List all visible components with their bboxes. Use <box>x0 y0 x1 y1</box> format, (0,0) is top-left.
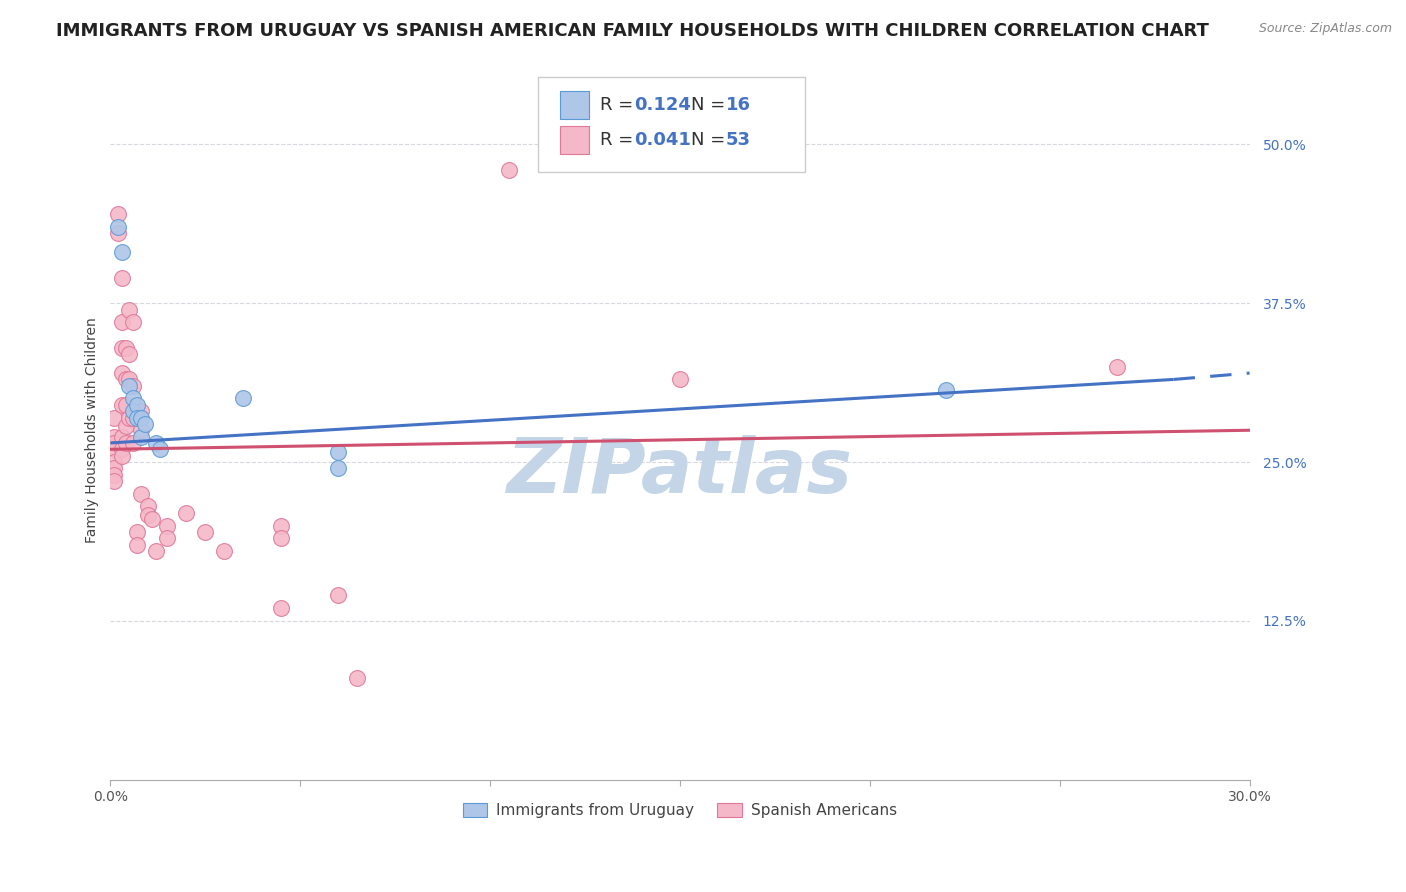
Point <box>328 445 350 459</box>
Point <box>111 429 134 443</box>
Point <box>122 404 145 418</box>
Point <box>111 245 134 260</box>
Point <box>156 518 179 533</box>
Point <box>498 162 520 177</box>
Point <box>125 410 148 425</box>
Text: 53: 53 <box>725 131 751 149</box>
Point <box>111 366 134 380</box>
Point <box>194 524 217 539</box>
Y-axis label: Family Households with Children: Family Households with Children <box>86 318 100 543</box>
Point <box>103 442 125 457</box>
Point <box>134 417 156 431</box>
Point <box>141 512 163 526</box>
Text: R =: R = <box>600 131 640 149</box>
Point <box>103 436 125 450</box>
Text: 16: 16 <box>725 96 751 114</box>
FancyBboxPatch shape <box>561 91 589 120</box>
Text: N =: N = <box>692 96 731 114</box>
Point <box>114 341 136 355</box>
Point <box>122 410 145 425</box>
Point <box>1105 359 1128 374</box>
Point <box>129 429 152 443</box>
Point <box>118 410 141 425</box>
Point <box>145 436 167 450</box>
Point <box>114 398 136 412</box>
Point <box>111 398 134 412</box>
Point <box>122 315 145 329</box>
Point <box>122 436 145 450</box>
Point <box>103 467 125 482</box>
Text: 0.124: 0.124 <box>634 96 692 114</box>
Point <box>129 423 152 437</box>
Point <box>122 378 145 392</box>
Point <box>669 372 692 386</box>
Point <box>328 588 350 602</box>
Text: ZIPatlas: ZIPatlas <box>508 435 853 509</box>
Point <box>107 227 129 241</box>
FancyBboxPatch shape <box>561 127 589 154</box>
Point <box>103 429 125 443</box>
Point <box>114 436 136 450</box>
Point <box>935 383 957 397</box>
Point <box>129 404 152 418</box>
Point <box>114 419 136 434</box>
Point <box>125 524 148 539</box>
Point <box>107 219 129 234</box>
Point <box>103 474 125 488</box>
Point <box>328 461 350 475</box>
Legend: Immigrants from Uruguay, Spanish Americans: Immigrants from Uruguay, Spanish America… <box>457 797 903 824</box>
Point <box>129 487 152 501</box>
Point <box>111 270 134 285</box>
Point <box>107 207 129 221</box>
Point <box>111 341 134 355</box>
Point <box>145 544 167 558</box>
Point <box>176 506 198 520</box>
FancyBboxPatch shape <box>537 78 806 171</box>
Text: R =: R = <box>600 96 640 114</box>
Point <box>103 410 125 425</box>
Point <box>114 372 136 386</box>
Point <box>118 378 141 392</box>
Text: Source: ZipAtlas.com: Source: ZipAtlas.com <box>1258 22 1392 36</box>
Point <box>270 518 292 533</box>
Point <box>214 544 236 558</box>
Text: 0.041: 0.041 <box>634 131 692 149</box>
Point <box>149 442 172 457</box>
Point <box>111 442 134 457</box>
Point <box>232 392 254 406</box>
Point <box>129 410 152 425</box>
Point <box>103 461 125 475</box>
Point <box>111 315 134 329</box>
Point <box>346 671 368 685</box>
Point <box>118 347 141 361</box>
Text: IMMIGRANTS FROM URUGUAY VS SPANISH AMERICAN FAMILY HOUSEHOLDS WITH CHILDREN CORR: IMMIGRANTS FROM URUGUAY VS SPANISH AMERI… <box>56 22 1209 40</box>
Point <box>156 531 179 545</box>
Point <box>138 508 160 523</box>
Point <box>138 500 160 514</box>
Point <box>122 392 145 406</box>
Point <box>118 372 141 386</box>
Point <box>118 302 141 317</box>
Point <box>103 455 125 469</box>
Text: N =: N = <box>692 131 731 149</box>
Point <box>270 601 292 615</box>
Point <box>125 398 148 412</box>
Point <box>125 538 148 552</box>
Point <box>111 449 134 463</box>
Point <box>270 531 292 545</box>
